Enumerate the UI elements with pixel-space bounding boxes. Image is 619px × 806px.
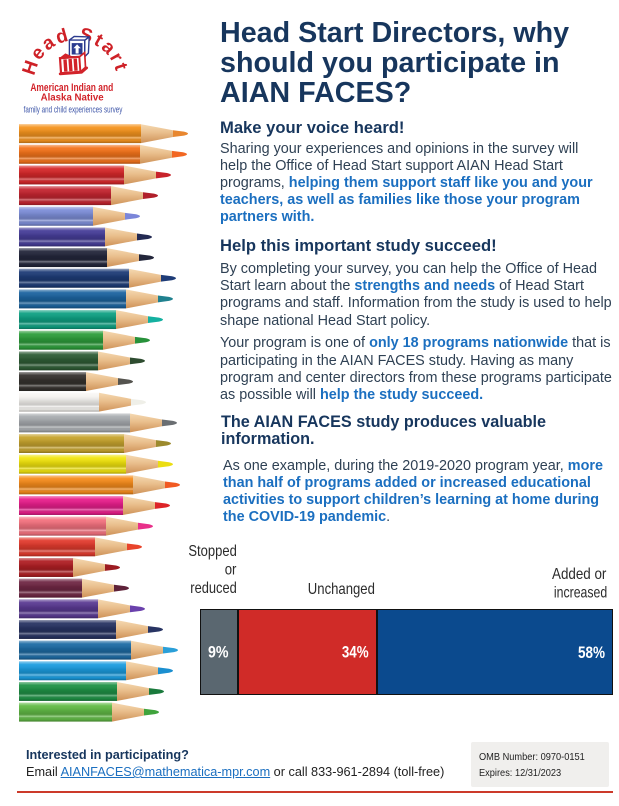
svg-text:or: or: [225, 561, 237, 578]
svg-text:increased: increased: [554, 585, 607, 602]
svg-text:Stopped: Stopped: [188, 543, 236, 560]
svg-text:58%: 58%: [578, 643, 605, 662]
svg-text:Alaska Native: Alaska Native: [41, 92, 104, 104]
svg-text:American Indian and: American Indian and: [30, 82, 113, 94]
svg-text:reduced: reduced: [190, 580, 237, 597]
svg-text:34%: 34%: [342, 643, 369, 662]
svg-text:Added or: Added or: [552, 566, 607, 583]
svg-text:Unchanged: Unchanged: [308, 581, 375, 598]
svg-text:9%: 9%: [208, 643, 229, 662]
svg-text:family and child experiences s: family and child experiences survey: [24, 104, 123, 115]
